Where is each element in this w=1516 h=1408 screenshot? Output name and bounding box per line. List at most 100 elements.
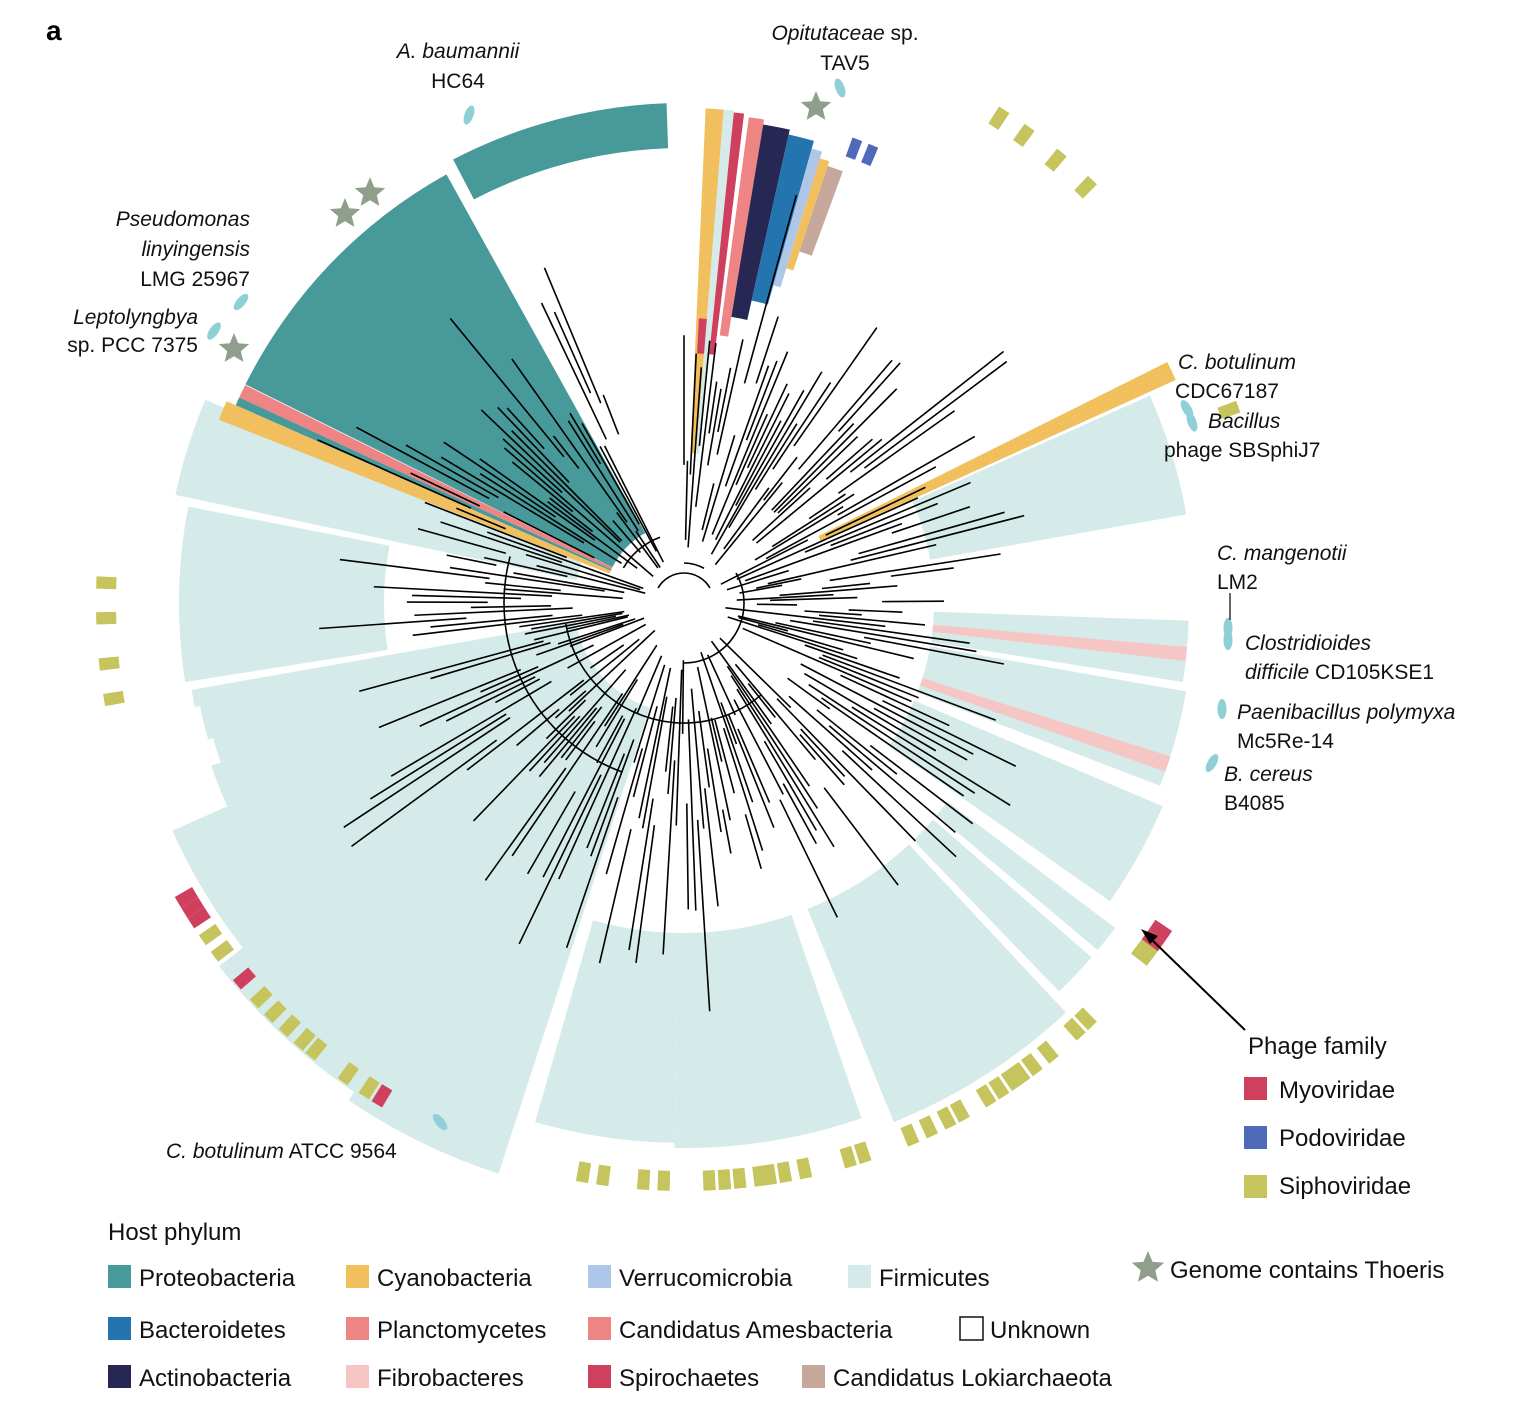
svg-text:A. baumannii: A. baumannii — [395, 40, 521, 63]
tree-branch — [720, 702, 738, 745]
proteobacteria-wedge — [245, 174, 646, 568]
tree-branch — [804, 481, 971, 553]
legend-swatch-bacteroidetes — [108, 1317, 131, 1340]
svg-text:LM2: LM2 — [1217, 571, 1258, 594]
siphoviridae-mark — [752, 1165, 767, 1187]
tree-branch — [825, 438, 873, 480]
tree-branch — [736, 593, 834, 601]
tree-branch — [701, 483, 715, 531]
tree-branch — [851, 706, 1011, 806]
thoeris-legend: Genome contains Thoeris — [1131, 1251, 1444, 1284]
star-icon — [1131, 1251, 1165, 1282]
host-phylum-wedges — [172, 103, 1189, 1174]
svg-text:C. mangenotii: C. mangenotii — [1217, 542, 1348, 565]
tree-branch — [424, 501, 568, 559]
tree-branch — [414, 607, 573, 617]
siphoviridae-mark — [596, 1164, 611, 1187]
annotation-pseudomonas: Pseudomonas linyingensis LMG 25967 — [116, 208, 251, 291]
tree-branch — [727, 616, 858, 660]
firmicutes-wedge — [219, 670, 623, 1093]
legend-label-myoviridae: Myoviridae — [1279, 1077, 1395, 1104]
tree-branch — [511, 358, 628, 523]
siphoviridae-mark — [776, 1161, 793, 1184]
tree-branch — [503, 447, 654, 577]
myoviridae-mark — [1148, 919, 1173, 942]
legend-swatch-myoviridae — [1244, 1077, 1267, 1100]
tree-branch — [516, 708, 560, 747]
tree-branch — [755, 438, 883, 544]
firmicutes-wedge — [535, 920, 679, 1143]
siphoviridae-mark — [96, 576, 117, 590]
tree-branch — [840, 674, 950, 727]
tree-branch — [706, 748, 722, 833]
podoviridae-mark — [861, 143, 879, 167]
tree-branch — [779, 799, 839, 918]
tree-branch — [511, 693, 624, 857]
tree-branch — [747, 682, 776, 718]
annotation-bacillus-phage: Bacillus phage SBSphiJ7 — [1164, 410, 1320, 462]
tree-branch — [710, 389, 805, 555]
tree-branch — [543, 267, 602, 404]
tree-branch — [821, 582, 871, 590]
tree-branch — [777, 436, 859, 514]
legend-swatch-candidatus-lokiarchaeota — [802, 1365, 825, 1388]
tree-branch — [711, 351, 789, 535]
clade-arc — [683, 562, 705, 570]
tree-branch — [757, 624, 844, 651]
phage-icon — [1217, 699, 1227, 719]
tree-branch — [351, 739, 498, 848]
thoeris-legend-label: Genome contains Thoeris — [1170, 1257, 1444, 1284]
tree-branch — [547, 501, 638, 569]
tree-branch — [590, 644, 625, 669]
tree-branch — [765, 466, 937, 560]
siphoviridae-mark — [636, 1169, 651, 1190]
tree-branch — [799, 734, 845, 786]
tree-branch — [636, 655, 663, 714]
tree-branch — [449, 566, 605, 592]
tree-branch — [412, 594, 522, 600]
tree-branch — [703, 788, 719, 907]
legend-label-verrucomicrobia: Verrucomicrobia — [619, 1265, 793, 1292]
tree-branch — [849, 350, 1005, 473]
fibrobacteres-wedge — [932, 624, 1188, 662]
host-phylum-legend: Host phylum Proteobacteria Cyanobacteria V… — [108, 1219, 1113, 1392]
myoviridae-mark — [174, 887, 199, 908]
tree-branch — [736, 688, 835, 848]
firmicutes-wedge — [913, 819, 1092, 992]
tree-branch — [701, 435, 736, 542]
svg-text:Mc5Re-14: Mc5Re-14 — [1237, 730, 1334, 753]
svg-text:CDC67187: CDC67187 — [1175, 380, 1279, 403]
tree-branch — [449, 317, 565, 458]
tree-branch — [724, 365, 770, 487]
svg-text:phage SBSphiJ7: phage SBSphiJ7 — [1164, 439, 1320, 462]
siphoviridae-mark — [278, 1014, 301, 1038]
tree-branch — [538, 707, 598, 778]
tree-branch — [480, 665, 539, 693]
siphoviridae-mark — [1217, 400, 1241, 420]
tree-branch — [755, 316, 779, 384]
tree-branch — [567, 623, 647, 669]
siphoviridae-mark — [198, 923, 223, 946]
tree-branch — [536, 623, 624, 656]
tree-branch — [788, 695, 873, 771]
siphoviridae-mark — [717, 1169, 732, 1190]
spirochaetes-wedge — [697, 318, 707, 354]
svg-text:linyingensis: linyingensis — [141, 238, 250, 261]
siphoviridae-mark — [1013, 123, 1035, 147]
svg-text:B4085: B4085 — [1224, 792, 1285, 815]
tree-branch — [596, 715, 624, 764]
tree-branch — [528, 715, 581, 772]
tree-branch — [525, 553, 641, 591]
planctomycetes-wedge — [239, 385, 613, 570]
tree-branch — [734, 663, 817, 761]
tree-branch — [700, 652, 754, 803]
tree-branch — [733, 699, 784, 795]
tree-branch — [511, 430, 623, 542]
myoviridae-mark — [232, 967, 256, 990]
tree-branch — [698, 340, 711, 446]
svg-text:Leptolyngbya: Leptolyngbya — [73, 306, 198, 329]
firmicutes-wedge — [807, 844, 1066, 1123]
tree-branch — [726, 569, 789, 591]
tree-branch — [739, 584, 783, 594]
